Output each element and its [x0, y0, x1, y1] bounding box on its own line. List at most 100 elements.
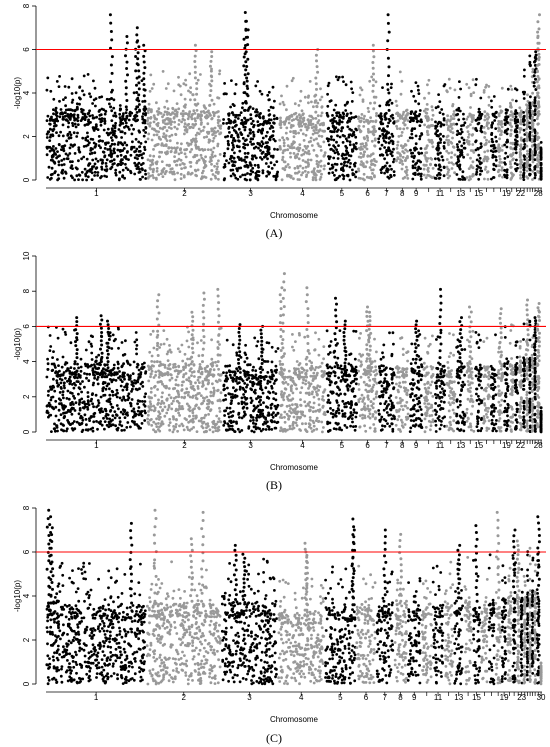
snp-point-peak: [216, 340, 220, 344]
snp-point: [398, 70, 402, 74]
snp-point: [150, 418, 153, 421]
snp-point: [409, 148, 412, 152]
snp-point: [366, 127, 370, 131]
snp-point: [369, 116, 372, 119]
snp-point: [73, 122, 77, 126]
snp-point: [479, 142, 483, 146]
snp-point: [57, 143, 61, 147]
snp-point-peak: [387, 91, 391, 95]
snp-point: [143, 395, 147, 399]
snp-point: [414, 142, 418, 146]
snp-point: [63, 415, 66, 418]
snp-point: [188, 414, 191, 418]
snp-point: [135, 347, 138, 351]
snp-point: [286, 148, 290, 152]
snp-point: [228, 131, 231, 134]
snp-point: [222, 154, 226, 158]
snp-point: [428, 140, 432, 144]
snp-point-peak: [137, 75, 141, 79]
snp-point: [333, 151, 337, 155]
snp-point: [290, 113, 294, 117]
snp-point: [139, 382, 143, 386]
snp-point: [487, 121, 490, 125]
snp-point: [295, 115, 299, 119]
snp-point: [198, 363, 202, 366]
snp-point: [462, 112, 465, 116]
chromosome-10-points: [422, 78, 435, 180]
snp-point: [494, 149, 497, 153]
snp-point-peak: [246, 43, 250, 47]
snp-point: [48, 139, 52, 143]
snp-point: [100, 95, 104, 99]
snp-point: [531, 91, 534, 95]
snp-point: [387, 146, 390, 150]
snp-point: [110, 380, 114, 384]
snp-point: [52, 108, 55, 111]
snp-point: [350, 128, 353, 132]
snp-point: [412, 119, 415, 123]
snp-point: [341, 75, 344, 79]
snp-point: [118, 396, 122, 400]
snp-point-peak: [100, 331, 104, 334]
snp-point: [65, 429, 68, 433]
snp-point: [205, 135, 209, 139]
snp-point: [59, 130, 62, 134]
snp-point-peak: [190, 337, 194, 341]
snp-point: [405, 113, 409, 117]
snp-point: [344, 83, 348, 87]
snp-point: [401, 113, 405, 116]
snp-point: [165, 110, 169, 114]
snp-point: [281, 100, 285, 104]
snp-point: [106, 363, 109, 366]
y-axis-label: -log10(p): [13, 77, 22, 109]
snp-point: [93, 162, 97, 166]
snp-point: [200, 121, 203, 124]
snp-point: [111, 393, 115, 397]
snp-point: [353, 164, 357, 168]
snp-point: [311, 132, 315, 136]
snp-point: [71, 422, 74, 425]
snp-point: [148, 396, 152, 400]
snp-point: [189, 165, 193, 168]
snp-point: [86, 405, 89, 409]
snp-point: [301, 120, 305, 124]
snp-point: [185, 128, 189, 132]
snp-point: [121, 174, 125, 178]
snp-point: [275, 160, 279, 164]
snp-point: [119, 160, 123, 164]
snp-point: [311, 178, 315, 182]
snp-point: [118, 104, 122, 107]
snp-point: [390, 150, 394, 154]
snp-point: [315, 128, 318, 132]
snp-point-peak: [246, 87, 250, 90]
snp-point: [151, 158, 155, 162]
snp-point: [528, 101, 532, 105]
snp-point: [374, 120, 378, 124]
snp-point: [416, 159, 420, 163]
snp-point: [196, 387, 200, 390]
snp-point: [169, 113, 172, 116]
snp-point: [316, 114, 320, 118]
snp-point: [94, 126, 97, 129]
snp-point: [320, 172, 323, 176]
snp-point: [274, 176, 278, 180]
snp-point: [199, 394, 203, 397]
snp-point: [374, 80, 378, 84]
snp-point: [191, 417, 195, 421]
snp-point: [69, 366, 73, 369]
snp-point-peak: [135, 91, 139, 94]
snp-point: [370, 139, 374, 143]
snp-point: [307, 152, 311, 156]
snp-point: [203, 160, 207, 163]
snp-point-peak: [109, 63, 113, 67]
snp-point: [341, 152, 345, 156]
snp-point: [124, 155, 128, 158]
snp-point: [102, 386, 105, 389]
snp-point: [112, 363, 116, 367]
snp-point: [170, 170, 173, 174]
snp-point-peak: [217, 314, 221, 318]
snp-point: [210, 357, 214, 361]
snp-point: [134, 381, 138, 385]
snp-point: [510, 125, 514, 128]
snp-point: [485, 159, 489, 163]
